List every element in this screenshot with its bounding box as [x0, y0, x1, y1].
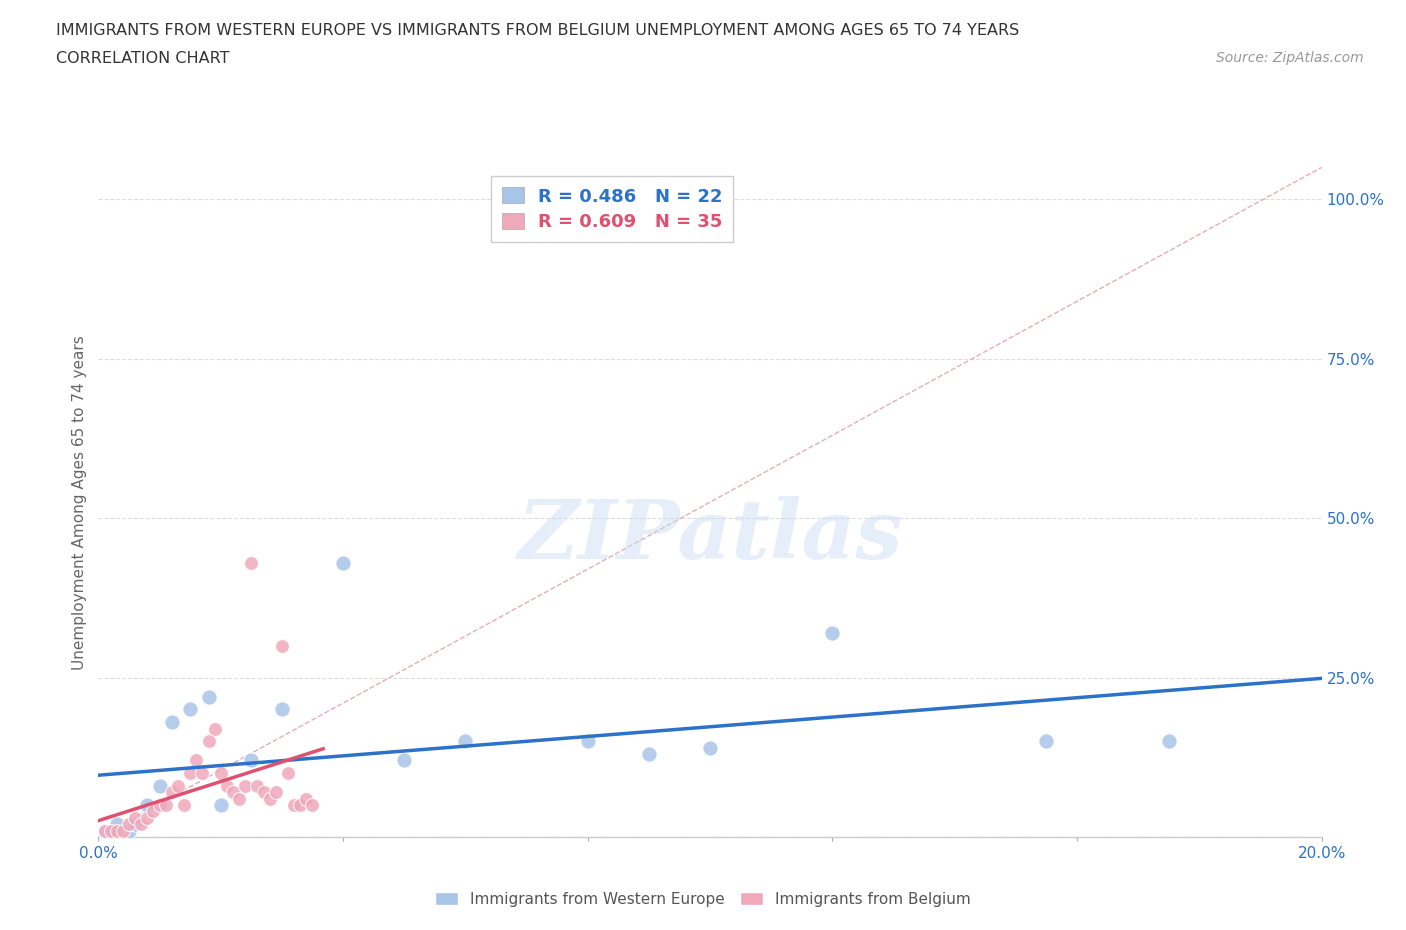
- Point: [1035, 734, 1057, 749]
- Point: [270, 638, 292, 653]
- Point: [149, 798, 172, 813]
- Text: Source: ZipAtlas.com: Source: ZipAtlas.com: [1216, 51, 1364, 65]
- Point: [136, 810, 159, 825]
- Point: [699, 740, 721, 755]
- Point: [124, 817, 146, 831]
- Point: [93, 823, 115, 838]
- Point: [111, 823, 134, 838]
- Point: [129, 817, 152, 831]
- Point: [179, 702, 201, 717]
- Point: [191, 765, 214, 780]
- Point: [264, 785, 287, 800]
- Point: [142, 804, 165, 819]
- Point: [149, 778, 172, 793]
- Text: ZIPatlas: ZIPatlas: [517, 496, 903, 576]
- Point: [124, 810, 146, 825]
- Point: [160, 785, 183, 800]
- Legend: R = 0.486   N = 22, R = 0.609   N = 35: R = 0.486 N = 22, R = 0.609 N = 35: [491, 177, 734, 242]
- Point: [637, 747, 661, 762]
- Point: [155, 798, 177, 813]
- Point: [105, 823, 128, 838]
- Point: [277, 765, 299, 780]
- Point: [228, 791, 250, 806]
- Point: [222, 785, 245, 800]
- Point: [576, 734, 599, 749]
- Point: [821, 626, 844, 641]
- Point: [240, 753, 263, 768]
- Point: [93, 823, 115, 838]
- Point: [118, 817, 141, 831]
- Point: [160, 715, 183, 730]
- Point: [167, 778, 190, 793]
- Point: [100, 823, 122, 838]
- Point: [270, 702, 292, 717]
- Point: [301, 798, 323, 813]
- Point: [283, 798, 305, 813]
- Text: IMMIGRANTS FROM WESTERN EUROPE VS IMMIGRANTS FROM BELGIUM UNEMPLOYMENT AMONG AGE: IMMIGRANTS FROM WESTERN EUROPE VS IMMIGR…: [56, 23, 1019, 38]
- Point: [290, 798, 312, 813]
- Legend: Immigrants from Western Europe, Immigrants from Belgium: Immigrants from Western Europe, Immigran…: [429, 886, 977, 913]
- Point: [392, 753, 416, 768]
- Point: [179, 765, 201, 780]
- Point: [246, 778, 269, 793]
- Point: [204, 721, 226, 736]
- Point: [233, 778, 256, 793]
- Y-axis label: Unemployment Among Ages 65 to 74 years: Unemployment Among Ages 65 to 74 years: [72, 335, 87, 670]
- Point: [173, 798, 195, 813]
- Point: [1157, 734, 1180, 749]
- Point: [252, 785, 274, 800]
- Text: CORRELATION CHART: CORRELATION CHART: [56, 51, 229, 66]
- Point: [100, 823, 122, 838]
- Point: [215, 778, 238, 793]
- Point: [209, 798, 232, 813]
- Point: [197, 689, 219, 704]
- Point: [240, 555, 263, 570]
- Point: [259, 791, 281, 806]
- Point: [136, 798, 159, 813]
- Point: [332, 555, 354, 570]
- Point: [209, 765, 232, 780]
- Point: [454, 734, 477, 749]
- Point: [295, 791, 318, 806]
- Point: [118, 823, 141, 838]
- Point: [197, 734, 219, 749]
- Point: [186, 753, 208, 768]
- Point: [105, 817, 128, 831]
